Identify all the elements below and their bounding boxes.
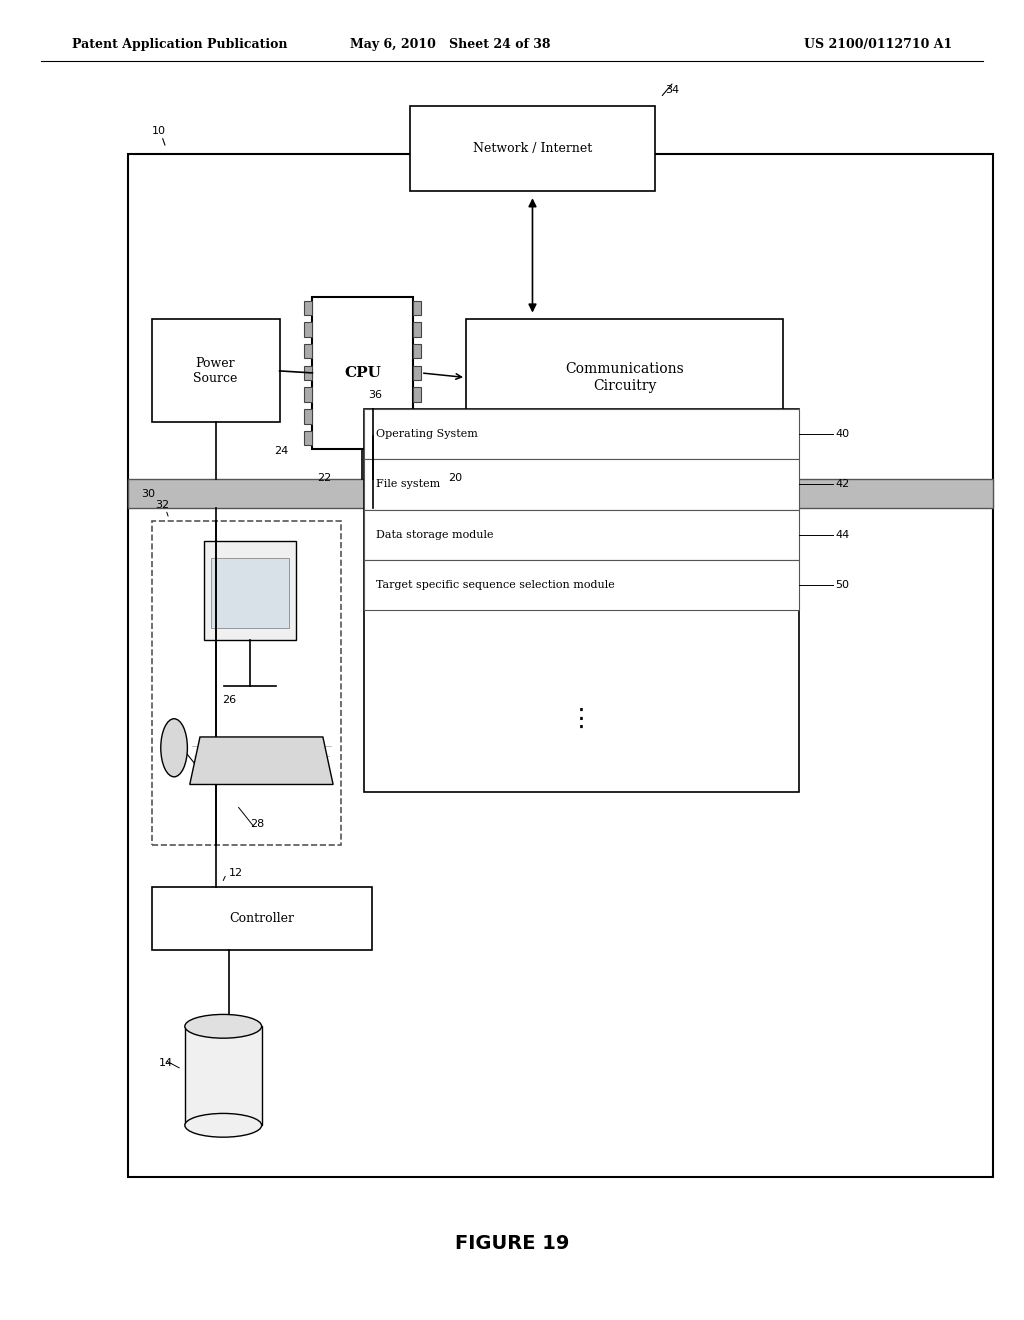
Polygon shape	[189, 737, 333, 784]
Text: 14: 14	[160, 1057, 173, 1068]
Text: 30: 30	[141, 488, 156, 499]
Text: ⋮: ⋮	[568, 708, 594, 731]
Bar	[413, 322, 421, 337]
Bar	[304, 430, 312, 445]
Text: 20: 20	[449, 473, 463, 483]
Bar	[466, 319, 783, 436]
Bar	[413, 345, 421, 359]
Bar	[128, 154, 993, 1177]
Text: 10: 10	[152, 125, 166, 136]
Text: 32: 32	[156, 499, 170, 510]
Bar	[128, 479, 993, 508]
Bar	[413, 301, 421, 315]
Text: 50: 50	[836, 579, 850, 590]
Ellipse shape	[184, 1114, 262, 1138]
Bar	[152, 521, 341, 845]
Text: 28: 28	[251, 818, 265, 829]
Ellipse shape	[184, 1014, 262, 1038]
Text: Patent Application Publication: Patent Application Publication	[72, 38, 287, 51]
Bar	[413, 430, 421, 445]
Bar	[413, 409, 421, 424]
Bar	[413, 366, 421, 380]
Text: 40: 40	[836, 429, 850, 440]
Bar	[413, 387, 421, 401]
Text: CPU: CPU	[344, 366, 381, 380]
Text: Target specific sequence selection module: Target specific sequence selection modul…	[376, 579, 614, 590]
Bar	[364, 459, 799, 510]
Text: 22: 22	[317, 473, 332, 483]
Text: 34: 34	[666, 84, 680, 95]
Text: Controller: Controller	[229, 912, 294, 925]
Text: May 6, 2010   Sheet 24 of 38: May 6, 2010 Sheet 24 of 38	[350, 38, 551, 51]
Bar	[312, 297, 413, 449]
Text: 36: 36	[369, 389, 383, 400]
Bar	[364, 409, 799, 792]
Bar	[304, 409, 312, 424]
Text: 26: 26	[222, 696, 237, 705]
Text: Network / Internet: Network / Internet	[473, 143, 592, 154]
Bar	[364, 560, 799, 610]
Bar	[204, 541, 296, 640]
Text: File system: File system	[376, 479, 440, 490]
Bar	[304, 387, 312, 401]
Text: 24: 24	[274, 446, 289, 457]
Text: FIGURE 19: FIGURE 19	[455, 1234, 569, 1253]
Bar	[184, 1027, 262, 1125]
Text: 42: 42	[836, 479, 850, 490]
Text: US 2100/0112710 A1: US 2100/0112710 A1	[804, 38, 952, 51]
Bar	[364, 409, 799, 459]
Ellipse shape	[161, 718, 187, 776]
Text: 44: 44	[836, 529, 850, 540]
Text: Communications
Circuitry: Communications Circuitry	[565, 363, 684, 392]
Bar	[152, 319, 280, 422]
Bar	[152, 887, 372, 950]
Bar	[304, 345, 312, 359]
Text: Power
Source: Power Source	[194, 356, 238, 385]
Bar	[304, 322, 312, 337]
Bar	[304, 366, 312, 380]
Text: Data storage module: Data storage module	[376, 529, 494, 540]
Bar	[304, 301, 312, 315]
Text: Operating System: Operating System	[376, 429, 477, 440]
Text: 12: 12	[228, 867, 243, 878]
Bar	[410, 106, 655, 191]
Bar	[364, 510, 799, 560]
Bar	[211, 558, 289, 628]
